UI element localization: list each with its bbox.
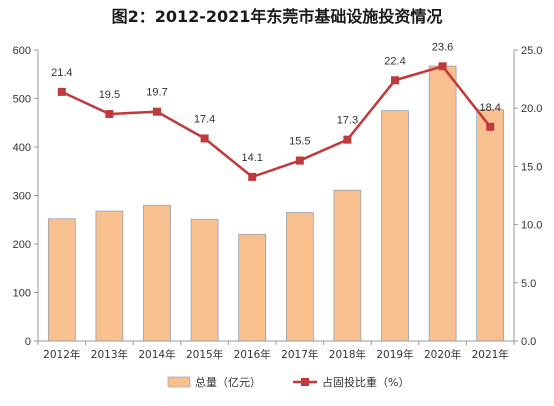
x-tick-label: 2017年	[281, 348, 318, 361]
line-point	[57, 87, 66, 96]
right-tick-label: 15.0	[521, 161, 542, 173]
left-tick-label: 100	[13, 288, 31, 300]
x-tick-label: 2013年	[91, 348, 128, 361]
right-tick-label: 20.0	[521, 103, 542, 115]
line-point	[105, 110, 114, 119]
legend: 总量（亿元） 占固投比重（%）	[167, 375, 409, 389]
right-tick-label: 25.0	[521, 45, 542, 57]
bar	[47, 218, 76, 342]
right-tick-label: 0.0	[521, 336, 536, 348]
line-point	[438, 62, 447, 71]
x-tick-label: 2015年	[186, 348, 223, 361]
bar	[333, 189, 362, 342]
left-tick-label: 500	[13, 94, 31, 106]
bar	[143, 204, 171, 342]
data-label: 17.3	[337, 115, 358, 127]
data-label: 19.7	[146, 87, 167, 99]
x-tick-label: 2020年	[424, 348, 461, 361]
line-point	[200, 134, 209, 143]
line-point	[486, 122, 495, 131]
line-series: 21.4 19.5 19.7 17.4 14.1 15.5 17.3 22.4 23.6 18.4	[51, 41, 501, 181]
x-tick-label: 2018年	[329, 348, 366, 361]
chart-title: 图2：2012-2021年东莞市基础设施投资情况	[112, 7, 443, 26]
line-point	[153, 107, 161, 116]
bar-series	[47, 65, 505, 342]
line-point	[391, 76, 399, 85]
bar	[428, 65, 457, 342]
x-tick-label: 2016年	[234, 348, 271, 361]
left-tick-label: 0	[25, 336, 31, 348]
data-label: 14.1	[241, 152, 262, 164]
bar	[476, 109, 505, 342]
line-point	[343, 135, 352, 144]
bar	[190, 218, 219, 342]
x-tick-label: 2021年	[472, 348, 509, 361]
right-tick-label: 10.0	[521, 220, 542, 232]
data-label: 21.4	[51, 67, 72, 79]
left-tick-label: 600	[13, 45, 31, 57]
data-label: 15.5	[289, 136, 310, 148]
axes: 0 100 200 300 400 500 600 0.0 5.0 10.0 15.0 20.0 25.…	[13, 45, 543, 361]
right-tick-label: 5.0	[521, 278, 536, 290]
left-tick-label: 200	[13, 239, 31, 251]
data-label: 18.4	[479, 102, 500, 114]
x-tick-label: 2014年	[138, 348, 175, 361]
line-point	[295, 156, 304, 165]
data-label: 22.4	[384, 55, 405, 67]
data-label: 23.6	[432, 41, 453, 53]
x-tick-label: 2019年	[376, 348, 413, 361]
legend-bar-label: 总量（亿元）	[195, 375, 261, 389]
data-label: 17.4	[194, 113, 215, 125]
bar	[238, 233, 267, 342]
bar	[95, 210, 124, 342]
left-tick-label: 300	[13, 191, 31, 203]
line-point	[248, 172, 257, 181]
x-tick-label: 2012年	[43, 348, 80, 361]
bar	[381, 110, 409, 342]
series-line	[61, 64, 492, 179]
legend-line-marker	[301, 378, 309, 386]
legend-line-label: 占固投比重（%）	[322, 375, 409, 389]
left-tick-label: 400	[13, 142, 31, 154]
data-label: 19.5	[99, 89, 120, 101]
bar	[285, 212, 314, 342]
legend-bar-swatch	[167, 376, 191, 388]
